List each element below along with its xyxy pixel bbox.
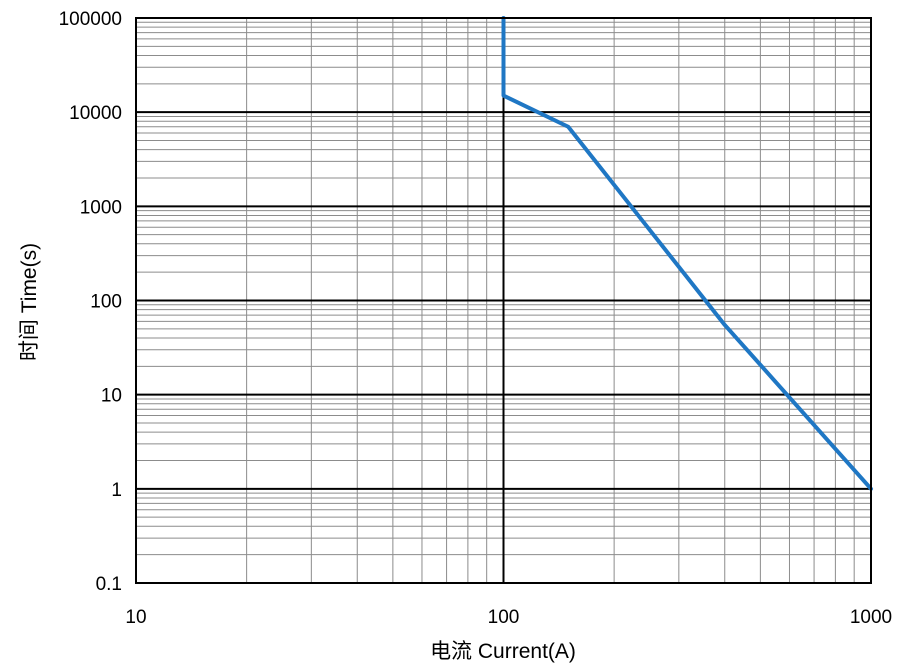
y-tick-label: 0.1 [96, 574, 122, 595]
y-tick-label: 100000 [59, 9, 122, 30]
plot-frame [135, 17, 872, 584]
y-axis-label: 时间 Time(s) [18, 243, 41, 361]
y-tick-label: 10 [101, 386, 122, 407]
x-tick-label: 100 [488, 607, 520, 628]
y-tick-labels: 100000 10000 1000 100 10 1 0.1 [59, 9, 122, 595]
y-tick-label: 1 [111, 480, 122, 501]
x-tick-label: 10 [125, 607, 146, 628]
x-axis-label: 电流 Current(A) [430, 640, 576, 663]
y-tick-label: 1000 [80, 197, 122, 218]
series-group [501, 16, 873, 491]
x-tick-label: 1000 [850, 607, 892, 628]
time-current-curve [501, 16, 873, 491]
x-tick-labels: 10 100 1000 [125, 607, 892, 628]
y-tick-label: 10000 [69, 103, 122, 124]
y-tick-label: 100 [90, 292, 122, 313]
